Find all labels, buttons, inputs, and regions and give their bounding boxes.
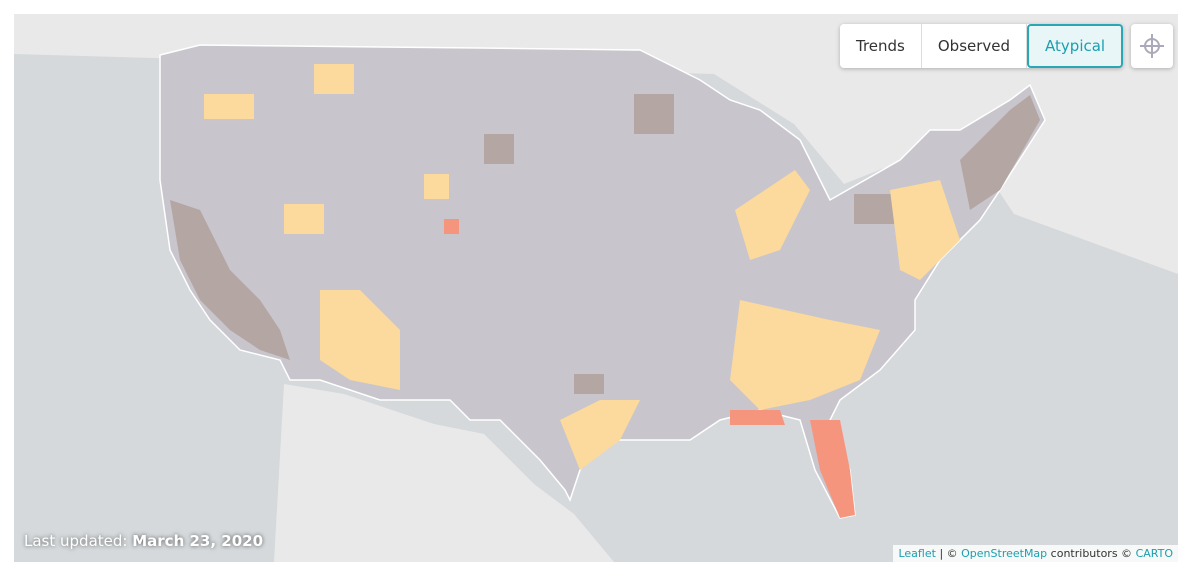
attr-contrib: contributors © xyxy=(1050,547,1133,560)
tab-observed[interactable]: Observed xyxy=(922,24,1028,68)
tab-trends[interactable]: Trends xyxy=(840,24,922,68)
tab-atypical[interactable]: Atypical xyxy=(1027,24,1124,68)
last-updated: Last updated: March 23, 2020 xyxy=(24,532,263,550)
locate-icon xyxy=(1140,34,1164,58)
osm-link[interactable]: OpenStreetMap xyxy=(961,547,1048,560)
yellow-counties xyxy=(204,64,960,470)
map[interactable]: Trends Observed Atypical Last updated: M… xyxy=(14,14,1178,562)
attr-sep: | © xyxy=(939,547,958,560)
view-tabs: Trends Observed Atypical xyxy=(840,24,1124,68)
land-north xyxy=(14,14,1178,274)
carto-link[interactable]: CARTO xyxy=(1135,547,1173,560)
map-canvas xyxy=(14,14,1178,562)
attribution: Leaflet | © OpenStreetMap contributors ©… xyxy=(893,545,1178,562)
updated-date: March 23, 2020 xyxy=(132,532,264,550)
updated-label: Last updated: xyxy=(24,532,128,550)
orange-counties xyxy=(444,219,855,518)
leaflet-link[interactable]: Leaflet xyxy=(898,547,936,560)
brown-counties xyxy=(170,94,1040,394)
land-south xyxy=(274,384,614,562)
locate-button[interactable] xyxy=(1131,24,1173,68)
